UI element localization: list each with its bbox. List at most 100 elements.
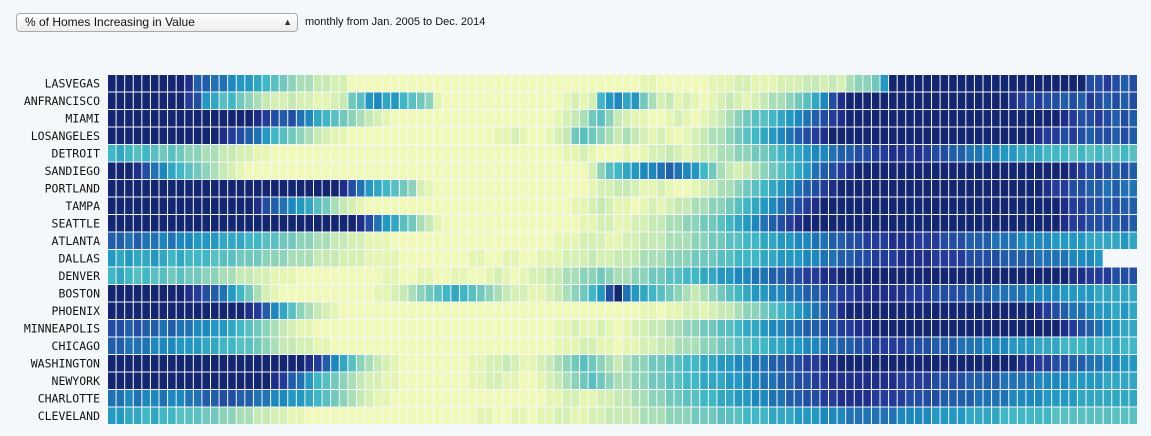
cell xyxy=(949,145,957,162)
cell xyxy=(932,372,940,389)
cell xyxy=(803,267,811,284)
cell xyxy=(648,407,657,424)
row-label: SEATTLE xyxy=(52,216,101,230)
cell xyxy=(932,407,940,424)
cell xyxy=(494,390,502,407)
cell xyxy=(803,372,811,389)
cell xyxy=(717,267,725,284)
cell xyxy=(957,355,966,372)
cell xyxy=(768,372,777,389)
cell xyxy=(262,320,271,337)
cell xyxy=(271,197,279,214)
cell xyxy=(545,92,554,109)
cell xyxy=(305,75,313,92)
cell xyxy=(743,127,751,144)
cell xyxy=(580,162,588,179)
cell xyxy=(1017,390,1026,407)
cell xyxy=(1035,302,1043,319)
cell xyxy=(683,407,691,424)
cell xyxy=(253,337,262,354)
cell xyxy=(777,302,786,319)
cell xyxy=(545,75,554,92)
cell xyxy=(768,162,777,179)
cell xyxy=(854,337,863,354)
cell xyxy=(871,320,880,337)
cell xyxy=(863,302,871,319)
cell xyxy=(468,285,477,302)
cell xyxy=(296,145,305,162)
cell xyxy=(889,267,897,284)
cell xyxy=(219,407,228,424)
cell xyxy=(296,180,305,197)
cell xyxy=(966,75,974,92)
cell xyxy=(880,390,889,407)
cell xyxy=(708,162,717,179)
cell xyxy=(434,180,442,197)
cell xyxy=(760,250,768,267)
cell xyxy=(1009,390,1017,407)
cell xyxy=(1069,285,1077,302)
cell xyxy=(528,127,537,144)
cell xyxy=(108,232,116,249)
cell xyxy=(957,285,966,302)
cell xyxy=(683,215,691,232)
row-label: LOSANGELES xyxy=(31,129,100,143)
cell xyxy=(348,337,356,354)
cell xyxy=(829,390,837,407)
cell xyxy=(116,110,125,127)
metric-dropdown[interactable]: % of Homes Increasing in Value ▲ xyxy=(16,13,298,32)
cell xyxy=(631,92,640,109)
cell xyxy=(605,337,614,354)
cell xyxy=(296,390,305,407)
cell xyxy=(683,250,691,267)
cell xyxy=(768,180,777,197)
cell xyxy=(1009,285,1017,302)
cell xyxy=(786,110,794,127)
cell xyxy=(966,180,974,197)
cell xyxy=(1112,92,1120,109)
cell xyxy=(949,302,957,319)
cell xyxy=(1035,215,1043,232)
cell xyxy=(777,215,786,232)
cell xyxy=(889,232,897,249)
cell xyxy=(1017,215,1026,232)
cell xyxy=(1077,197,1086,214)
cell xyxy=(193,197,202,214)
cell xyxy=(228,162,236,179)
cell xyxy=(485,372,494,389)
cell xyxy=(717,355,725,372)
cell xyxy=(811,92,820,109)
cell xyxy=(880,372,889,389)
cell xyxy=(528,197,537,214)
cell xyxy=(459,355,468,372)
cell xyxy=(253,110,262,127)
cell xyxy=(253,407,262,424)
cell xyxy=(871,92,880,109)
cell xyxy=(863,232,871,249)
cell xyxy=(339,162,348,179)
cell xyxy=(322,197,331,214)
cell xyxy=(236,145,245,162)
cell xyxy=(974,250,983,267)
cell xyxy=(108,215,116,232)
cell xyxy=(708,180,717,197)
cell xyxy=(1112,267,1120,284)
cell xyxy=(665,145,674,162)
cell xyxy=(700,302,708,319)
cell xyxy=(142,197,150,214)
cell xyxy=(1112,302,1120,319)
cell xyxy=(786,355,794,372)
cell xyxy=(211,355,219,372)
cell xyxy=(1095,75,1103,92)
cell xyxy=(794,250,803,267)
cell xyxy=(940,75,949,92)
cell xyxy=(116,145,125,162)
cell xyxy=(854,127,863,144)
cell xyxy=(133,180,142,197)
cell xyxy=(185,162,193,179)
cell xyxy=(331,180,339,197)
cell xyxy=(339,267,348,284)
cell xyxy=(623,75,631,92)
cell xyxy=(940,407,949,424)
cell xyxy=(871,267,880,284)
